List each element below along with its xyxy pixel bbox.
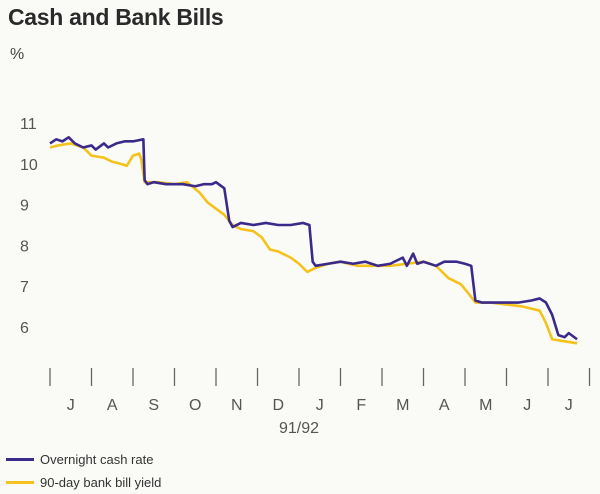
legend-swatch xyxy=(6,481,34,484)
legend-label: Overnight cash rate xyxy=(40,452,154,467)
y-tick-label: 10 xyxy=(20,157,38,174)
x-tick-label: J xyxy=(67,397,75,414)
x-tick-label: O xyxy=(189,397,201,414)
cash-rate-line xyxy=(49,135,578,341)
y-tick-label: 6 xyxy=(20,320,29,337)
chart-title: Cash and Bank Bills xyxy=(8,4,224,30)
legend-item-bill: 90-day bank bill yield xyxy=(6,475,161,490)
x-axis-label: 91/92 xyxy=(279,420,319,437)
y-tick-label: 9 xyxy=(20,198,29,215)
x-tick-label: D xyxy=(272,397,284,414)
legend-item-cash: Overnight cash rate xyxy=(6,452,153,467)
legend-swatch xyxy=(6,458,34,461)
x-tick-label: N xyxy=(231,397,243,414)
x-tick-label: J xyxy=(565,397,573,414)
x-tick-label: M xyxy=(479,397,492,414)
legend-label: 90-day bank bill yield xyxy=(40,475,162,490)
y-tick-label: 7 xyxy=(20,279,29,296)
y-axis-unit: % xyxy=(10,46,25,63)
x-tick-label: A xyxy=(439,397,450,414)
x-tick-label: A xyxy=(107,397,118,414)
x-tick-label: S xyxy=(148,397,159,414)
x-tick-label: J xyxy=(316,397,324,414)
x-tick-label: J xyxy=(523,397,531,414)
y-tick-label: 8 xyxy=(20,238,29,255)
y-tick-label: 11 xyxy=(20,116,37,133)
x-tick-label: F xyxy=(356,397,366,414)
bank-bill-line xyxy=(49,142,578,345)
x-tick-label: M xyxy=(396,397,409,414)
